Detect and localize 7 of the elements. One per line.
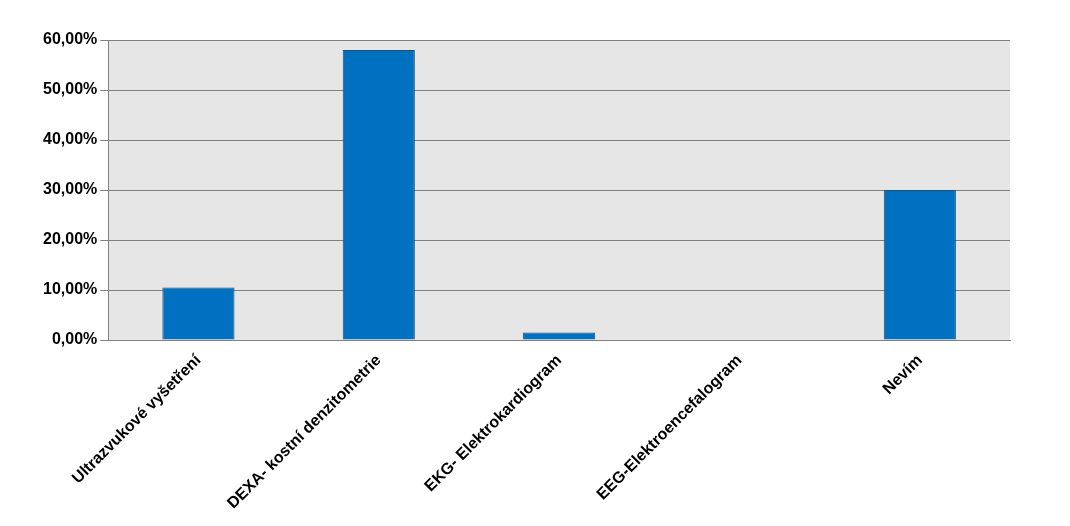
y-tick-label: 40,00% <box>43 130 98 148</box>
y-tick-label: 30,00% <box>43 180 98 198</box>
y-tick-label: 50,00% <box>43 80 98 98</box>
y-tick-label: 10,00% <box>43 280 98 298</box>
y-tick-label: 0,00% <box>51 330 98 348</box>
y-tick-label: 20,00% <box>43 230 98 248</box>
y-tick-label: 60,00% <box>43 30 98 48</box>
